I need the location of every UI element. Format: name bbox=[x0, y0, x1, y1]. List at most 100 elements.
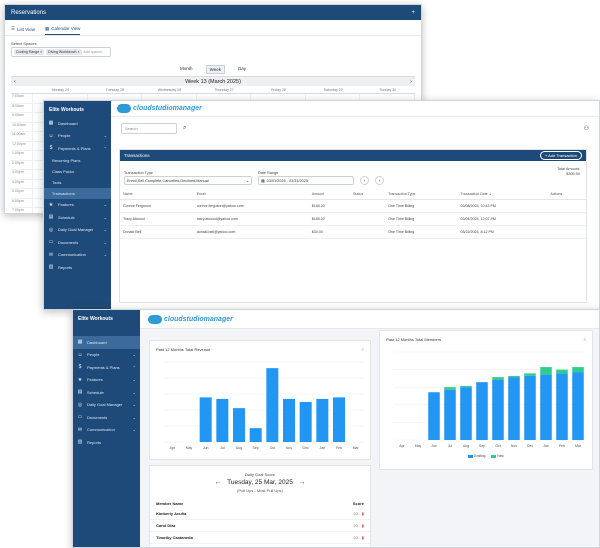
users-icon[interactable]: ⚇ bbox=[583, 125, 589, 132]
week-view-button[interactable]: Week bbox=[205, 65, 225, 74]
dashboard-window: Elite Workouts ▦ Dashboard ☺ People ⌄ $ Paymen… bbox=[72, 309, 600, 548]
prev-week-icon[interactable]: ‹ bbox=[14, 78, 16, 85]
search-input[interactable]: Search bbox=[121, 122, 177, 134]
members-legend: Existing New bbox=[380, 454, 592, 458]
time-label: 4:00pm bbox=[11, 179, 33, 188]
chevron-icon: ⌄ bbox=[132, 377, 136, 383]
x-tick-label: Apr bbox=[399, 444, 405, 448]
calendar-slot[interactable] bbox=[360, 94, 415, 103]
bar-dec-new bbox=[524, 373, 536, 376]
delete-icon[interactable]: ▮ bbox=[361, 535, 364, 540]
chevron-icon: ⌄ bbox=[103, 239, 107, 245]
sidebar-item-dashboard[interactable]: ▦ Dashboard bbox=[73, 336, 140, 349]
add-transaction-button[interactable]: + Add Transaction bbox=[539, 151, 582, 160]
prev-range-button[interactable]: ‹ bbox=[360, 176, 369, 185]
dollar-icon: $ bbox=[49, 145, 53, 152]
x-tick-label: May bbox=[186, 446, 193, 450]
sidebar-item-documents[interactable]: ▭ Documents ⌄ bbox=[73, 411, 140, 424]
sidebar-item-daily-goal-manager[interactable]: ◎ Daily Goal Manager ⌄ bbox=[73, 399, 140, 412]
list-item: Kimberly Acuña 20 ▮ bbox=[150, 508, 370, 520]
table-row[interactable]: Donald Bell donald.bell@yahoo.com $30.00 On… bbox=[120, 225, 586, 239]
sidebar-subitem-recurring-plans[interactable]: Recurring Plans bbox=[52, 157, 81, 163]
select-spaces-input[interactable]: Cooling Range × Diving Workbench × Add s… bbox=[11, 47, 111, 57]
bar-dec bbox=[299, 402, 312, 442]
space-chip[interactable]: Cooling Range × bbox=[14, 49, 45, 55]
calendar-slot[interactable] bbox=[306, 94, 361, 103]
date-range-input[interactable]: ▦ 03/01/2025 - 03/31/2025 bbox=[258, 176, 354, 185]
table-row[interactable]: Tracy Atwood tracy.atwood@yahoo.com $165.0… bbox=[120, 212, 586, 226]
sidebar-subitem-transactions[interactable]: Transactions bbox=[44, 187, 111, 199]
calendar-slot[interactable] bbox=[251, 94, 306, 103]
space-chip[interactable]: Diving Workbench × bbox=[46, 49, 82, 55]
sidebar-item-features[interactable]: ★ Features ⌄ bbox=[73, 374, 140, 387]
add-reservation-button[interactable]: + bbox=[411, 9, 415, 16]
chevron-icon: ⌄ bbox=[132, 389, 136, 395]
cloud-icon bbox=[117, 104, 131, 113]
sidebar-item-reports[interactable]: ▥ Reports bbox=[73, 436, 140, 449]
sidebar-item-features[interactable]: ★ Features ⌄ bbox=[44, 199, 111, 212]
tab-list-view[interactable]: ☰ List View bbox=[11, 26, 35, 35]
sidebar-subitem-tools[interactable]: Tools bbox=[52, 179, 62, 185]
column-header[interactable]: Transaction Type bbox=[385, 189, 458, 200]
table-row[interactable]: Connor Ferguson connor.ferguson@yahoo.com… bbox=[120, 199, 586, 213]
sidebar-subitem-class-packs[interactable]: Class Packs bbox=[52, 168, 75, 174]
table-cell: donald.bell@yahoo.com bbox=[193, 225, 309, 239]
next-week-icon[interactable]: › bbox=[410, 78, 412, 85]
bar-nov-existing bbox=[508, 377, 520, 440]
bar-jun-existing bbox=[428, 392, 440, 440]
chart-menu-icon[interactable]: ≡ bbox=[583, 337, 586, 342]
calendar-slot[interactable] bbox=[197, 94, 252, 103]
chart-menu-icon[interactable]: ≡ bbox=[361, 347, 364, 352]
table-cell: Donald Bell bbox=[120, 225, 194, 239]
prev-day-icon[interactable]: ← bbox=[214, 479, 222, 486]
next-day-icon[interactable]: → bbox=[298, 479, 306, 486]
sidebar-item-payments-plans[interactable]: $ Payments & Plans ⌃ bbox=[44, 142, 111, 155]
sidebar-item-people[interactable]: ☺ People ⌄ bbox=[44, 130, 111, 143]
sidebar-item-dashboard[interactable]: ▦ Dashboard bbox=[44, 117, 111, 130]
bar-oct-new bbox=[492, 377, 504, 380]
member-name-column: Member Name bbox=[156, 501, 184, 506]
table-cell bbox=[349, 225, 386, 239]
sidebar-item-communication[interactable]: ✉ Communication ⌄ bbox=[44, 249, 111, 262]
day-view-button[interactable]: Day bbox=[237, 66, 246, 71]
x-tick-label: Sep bbox=[479, 444, 485, 448]
calendar-slot[interactable] bbox=[142, 94, 197, 103]
grid-icon: ▦ bbox=[77, 339, 83, 346]
table-cell: tracy.atwood@yahoo.com bbox=[193, 212, 309, 226]
day-header: Tuesday 25 bbox=[105, 87, 124, 92]
sidebar-item-schedule[interactable]: ▤ Schedule ⌄ bbox=[44, 211, 111, 224]
column-header[interactable]: Actions bbox=[547, 189, 586, 200]
column-header[interactable]: Name bbox=[120, 189, 194, 200]
daily-goal-rows: Kimberly Acuña 20 ▮ Carol Diaz 20 ▮ Timothy Ca… bbox=[150, 508, 370, 544]
revenue-panel: Past 12 Months Total Revenue ≡ Apr May Jun… bbox=[149, 340, 371, 460]
sidebar-item-label: People bbox=[87, 352, 100, 358]
column-header[interactable]: Email bbox=[193, 189, 309, 200]
report-icon: ▥ bbox=[77, 439, 83, 446]
chevron-icon: ⌄ bbox=[103, 214, 107, 220]
calendar-slot[interactable] bbox=[88, 94, 143, 103]
sidebar-item-payments-plans[interactable]: $ Payments & Plans ⌃ bbox=[73, 361, 140, 374]
sidebar-item-daily-goal-manager[interactable]: ◎ Daily Goal Manager ⌄ bbox=[44, 224, 111, 237]
delete-icon[interactable]: ▮ bbox=[361, 523, 364, 528]
calendar-slot[interactable] bbox=[33, 94, 88, 103]
sidebar-item-people[interactable]: ☺ People ⌄ bbox=[73, 349, 140, 362]
delete-icon[interactable]: ▮ bbox=[361, 511, 364, 516]
next-range-button[interactable]: › bbox=[375, 176, 384, 185]
members-chart-title: Past 12 Months Total Members bbox=[386, 337, 442, 342]
total-amount: Total Amount: $300.00 bbox=[557, 167, 580, 177]
search-icon[interactable]: ⌕ bbox=[183, 124, 187, 131]
sidebar: Elite Workouts ▦ Dashboard ☺ People ⌄ $ Paymen… bbox=[44, 101, 111, 309]
sidebar-item-documents[interactable]: ▭ Documents ⌄ bbox=[44, 236, 111, 249]
transaction-type-select[interactable]: Enroll,Sell,Complete,Cancelled,Declined,… bbox=[124, 176, 252, 185]
column-header[interactable]: Status bbox=[349, 189, 386, 200]
column-header[interactable]: Amount bbox=[308, 189, 350, 200]
sidebar-item-reports[interactable]: ▥ Reports bbox=[44, 261, 111, 274]
x-tick-label: Jun bbox=[431, 444, 437, 448]
month-view-button[interactable]: Month bbox=[180, 66, 193, 71]
column-header[interactable]: Transaction Date ⇣ bbox=[457, 189, 548, 200]
transactions-card-header: Transactions + Add Transaction bbox=[120, 150, 586, 161]
time-label: 8:00am bbox=[11, 103, 33, 112]
sidebar-item-communication[interactable]: ✉ Communication ⌄ bbox=[73, 424, 140, 437]
sidebar-item-schedule[interactable]: ▤ Schedule ⌄ bbox=[73, 386, 140, 399]
tab-calendar-view[interactable]: ▦ Calendar View bbox=[44, 26, 81, 35]
